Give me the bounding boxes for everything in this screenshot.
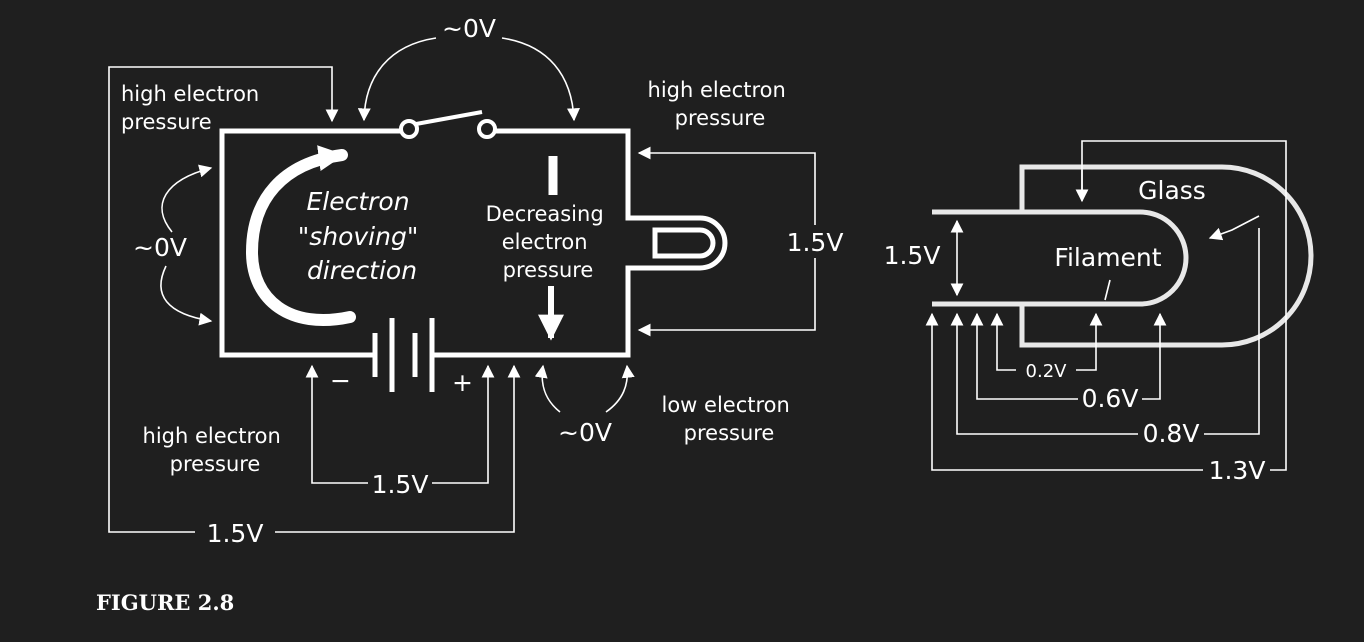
circuit-diagram: − + Electron "shoving" direction Decreas… xyxy=(108,14,844,548)
tap-0.2V-bracket xyxy=(990,312,1016,371)
figure-caption: FIGURE 2.8 xyxy=(96,590,234,615)
lamp-icon xyxy=(625,215,728,271)
glass-envelope xyxy=(1019,164,1314,348)
plus-sign: + xyxy=(452,368,473,397)
battery-voltage-bracket xyxy=(305,364,368,484)
filament-label: Filament xyxy=(1054,243,1161,272)
bottom-voltage-arrow-right xyxy=(605,364,635,413)
tap-1.3V-label: 1.3V xyxy=(1209,456,1266,485)
bottom-voltage-label: ~0V xyxy=(558,418,612,447)
outer-voltage-bracket xyxy=(108,66,339,533)
switch-voltage-label: ~0V xyxy=(442,14,496,43)
battery-voltage-label: 1.5V xyxy=(372,470,429,499)
tap-0.8V-bracket xyxy=(950,312,1138,435)
glass-pointer xyxy=(1081,140,1287,471)
tap-0.6V-bracket xyxy=(970,312,1078,400)
decreasing-text: Decreasing electron pressure xyxy=(486,202,611,282)
lamp-voltage-bracket xyxy=(637,146,816,225)
left-voltage-arrow-bottom xyxy=(160,265,213,326)
battery xyxy=(372,318,435,392)
switch-voltage-arrow-left xyxy=(357,37,437,122)
filament-label-pointer xyxy=(1104,279,1111,301)
glass-label: Glass xyxy=(1138,176,1206,205)
filament xyxy=(932,209,1189,307)
tap-0.6V-label: 0.6V xyxy=(1082,384,1139,413)
pressure-top-right: high electron pressure xyxy=(648,78,793,130)
tap-1.3V-bracket xyxy=(925,312,1203,471)
bottom-voltage-arrow-left xyxy=(534,364,561,413)
tap-0.2V-label: 0.2V xyxy=(1026,361,1068,382)
tap-0.8V-label: 0.8V xyxy=(1143,419,1200,448)
left-voltage-label: ~0V xyxy=(133,233,187,262)
shoving-text: Electron "shoving" direction xyxy=(298,187,427,285)
left-voltage-arrow-top xyxy=(161,164,213,233)
outer-voltage-label: 1.5V xyxy=(207,519,264,548)
switch xyxy=(399,110,497,139)
pressure-bottom-right: low electron pressure xyxy=(661,393,796,445)
minus-sign: − xyxy=(330,366,351,395)
bulb-voltage-label: 1.5V xyxy=(884,241,941,270)
pressure-bottom-left: high electron pressure xyxy=(143,424,288,476)
shoving-direction-arrow-icon xyxy=(245,145,356,327)
switch-voltage-arrow-right xyxy=(501,37,580,122)
pressure-top-left: high electron pressure xyxy=(121,82,266,134)
filament-glass-pointer xyxy=(1208,215,1260,241)
lamp-voltage-label: 1.5V xyxy=(787,228,844,257)
bulb-diagram: Glass Filament 1.5V 0.2V 0.6V 0.8V 1.3V xyxy=(884,140,1314,485)
